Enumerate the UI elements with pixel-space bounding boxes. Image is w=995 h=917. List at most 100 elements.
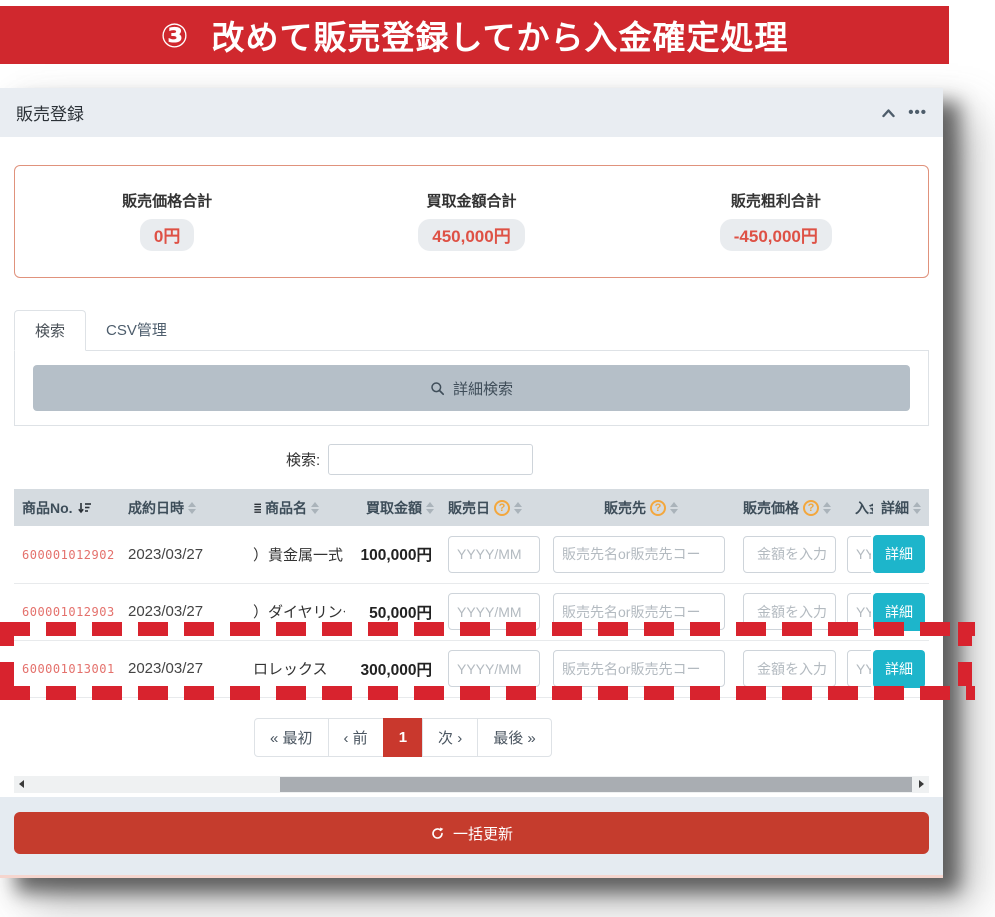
col-header-contract-date[interactable]: 成約日時 bbox=[120, 489, 245, 526]
help-icon[interactable]: ? bbox=[650, 499, 666, 516]
sales-table: 商品No. 成約日時 ≣ 商品名 買取 bbox=[14, 489, 929, 698]
deposit-date-input-clipped[interactable] bbox=[847, 593, 871, 630]
sort-icon bbox=[188, 501, 196, 514]
clipped-text: ） bbox=[253, 546, 269, 564]
pagination-last[interactable]: 最後 » bbox=[477, 717, 552, 757]
scroll-left-arrow-icon[interactable] bbox=[19, 780, 24, 788]
summary-label: 買取金額合計 bbox=[426, 193, 517, 210]
filter-label: 検索: bbox=[286, 452, 321, 469]
item-name: 貴金属一式 bbox=[268, 546, 344, 564]
panel-header: 販売登録 ••• bbox=[0, 88, 943, 137]
help-icon[interactable]: ? bbox=[803, 499, 819, 516]
col-label: 販売価格 bbox=[743, 499, 799, 516]
detail-button[interactable]: 詳細 bbox=[873, 535, 925, 574]
summary-value: 450,000円 bbox=[418, 219, 525, 251]
sale-date-input[interactable] bbox=[448, 650, 540, 687]
refresh-icon bbox=[430, 826, 445, 841]
quick-filter: 検索: bbox=[286, 444, 929, 475]
purchase-amount-cell: 50,000円 bbox=[345, 583, 440, 641]
tab-csv-management[interactable]: CSV管理 bbox=[106, 322, 167, 339]
col-header-sale-price[interactable]: 販売価格 ? bbox=[735, 489, 847, 526]
item-name: ロレックス bbox=[253, 661, 328, 678]
item-name: ダイヤリング bbox=[268, 604, 345, 621]
tab-search[interactable]: 検索 bbox=[14, 310, 87, 351]
table-header-row: 商品No. 成約日時 ≣ 商品名 買取 bbox=[14, 489, 929, 526]
sale-price-input[interactable] bbox=[743, 593, 836, 630]
banner-step-number: ③ bbox=[160, 16, 190, 54]
col-label: 買取金額 bbox=[366, 499, 422, 516]
summary-label: 販売価格合計 bbox=[122, 193, 213, 210]
more-options-icon[interactable]: ••• bbox=[908, 104, 927, 121]
col-header-deposit-clipped[interactable]: 入金日 bbox=[847, 489, 873, 526]
contract-date-cell: 2023/03/27 bbox=[120, 526, 245, 584]
sort-icon bbox=[670, 501, 678, 514]
contract-date-cell: 2023/03/27 bbox=[120, 583, 245, 641]
detail-search-button[interactable]: 詳細検索 bbox=[33, 365, 910, 411]
banner-title: 改めて販売登録してから入金確定処理 bbox=[211, 19, 789, 56]
sales-registration-panel: 販売登録 ••• 販売価格合計 0円 買取金額合計 450,000円 販売粗利合… bbox=[0, 88, 943, 878]
col-header-detail[interactable]: 詳細 bbox=[873, 489, 929, 526]
detail-button[interactable]: 詳細 bbox=[873, 649, 925, 688]
sale-date-input[interactable] bbox=[448, 535, 540, 573]
panel-title: 販売登録 bbox=[16, 105, 84, 124]
bulk-update-button[interactable]: 一括更新 bbox=[14, 812, 929, 854]
summary-label: 販売粗利合計 bbox=[730, 193, 821, 210]
item-name-cell: ロレックス bbox=[245, 640, 345, 698]
detail-button[interactable]: 詳細 bbox=[873, 592, 925, 631]
table-row: 600001012903 2023/03/27 ）ダイヤリング 50,000円 … bbox=[14, 583, 929, 641]
search-tab-panel: 詳細検索 bbox=[14, 350, 929, 426]
pagination-current-page[interactable]: 1 bbox=[382, 717, 424, 757]
col-header-item-name[interactable]: ≣ 商品名 bbox=[245, 489, 345, 526]
tab-bar: 検索 CSV管理 bbox=[14, 310, 929, 351]
col-label: 入金日 bbox=[855, 499, 873, 516]
pagination-first[interactable]: « 最初 bbox=[254, 717, 329, 757]
purchase-amount-cell: 100,000円 bbox=[345, 526, 440, 584]
col-label: 成約日時 bbox=[128, 499, 184, 516]
buyer-input[interactable] bbox=[553, 593, 725, 630]
summary-gross-profit-total: 販売粗利合計 -450,000円 bbox=[624, 190, 928, 251]
pagination-prev[interactable]: ‹ 前 bbox=[327, 717, 384, 757]
table-row-highlighted: 600001013001 2023/03/27 ロレックス 300,000円 詳… bbox=[14, 640, 929, 698]
scroll-right-arrow-icon[interactable] bbox=[919, 780, 924, 788]
col-label: 商品名 bbox=[265, 499, 307, 516]
deposit-date-input-clipped[interactable] bbox=[847, 650, 871, 687]
item-name-cell: ）貴金属一式 bbox=[245, 526, 345, 584]
detail-search-label: 詳細検索 bbox=[452, 380, 513, 398]
col-label: 販売先 bbox=[604, 499, 646, 516]
sort-icon bbox=[426, 501, 434, 514]
item-name-cell: ）ダイヤリング bbox=[245, 583, 345, 641]
col-header-buyer[interactable]: 販売先 ? bbox=[545, 489, 735, 526]
col-label: 詳細 bbox=[881, 499, 909, 516]
summary-sale-price-total: 販売価格合計 0円 bbox=[15, 190, 319, 251]
pagination-next[interactable]: 次 › bbox=[422, 717, 479, 757]
sort-icon bbox=[514, 501, 522, 514]
item-no-link[interactable]: 600001012903 bbox=[22, 605, 115, 619]
contract-date-cell: 2023/03/27 bbox=[120, 640, 245, 698]
col-label: 商品No. bbox=[22, 499, 73, 516]
col-header-item-no[interactable]: 商品No. bbox=[14, 489, 120, 526]
sale-price-input[interactable] bbox=[743, 650, 836, 687]
summary-box: 販売価格合計 0円 買取金額合計 450,000円 販売粗利合計 -450,00… bbox=[14, 165, 929, 278]
chevron-up-icon[interactable] bbox=[881, 107, 896, 119]
buyer-input[interactable] bbox=[553, 650, 725, 687]
scrollbar-thumb[interactable] bbox=[280, 776, 912, 792]
sale-date-input[interactable] bbox=[448, 593, 540, 630]
item-no-link[interactable]: 600001012902 bbox=[22, 547, 115, 562]
clipped-text: ） bbox=[253, 604, 269, 621]
deposit-date-input-clipped[interactable] bbox=[847, 535, 871, 573]
help-icon[interactable]: ? bbox=[494, 499, 510, 516]
col-header-sale-date[interactable]: 販売日 ? bbox=[440, 489, 545, 526]
sort-icon bbox=[913, 501, 921, 514]
summary-value: -450,000円 bbox=[719, 219, 832, 251]
purchase-amount-cell: 300,000円 bbox=[345, 640, 440, 698]
buyer-input[interactable] bbox=[553, 535, 725, 573]
summary-value: 0円 bbox=[139, 219, 195, 251]
filter-input[interactable] bbox=[328, 444, 534, 475]
item-no-link[interactable]: 600001013001 bbox=[22, 662, 115, 676]
sale-price-input[interactable] bbox=[743, 535, 836, 573]
clipped-column-fragment: ≣ bbox=[253, 500, 261, 515]
horizontal-scrollbar[interactable] bbox=[14, 775, 929, 793]
col-header-purchase-amount[interactable]: 買取金額 bbox=[345, 489, 440, 526]
summary-purchase-total: 買取金額合計 450,000円 bbox=[319, 190, 623, 251]
instruction-banner: ③ 改めて販売登録してから入金確定処理 bbox=[0, 6, 949, 64]
